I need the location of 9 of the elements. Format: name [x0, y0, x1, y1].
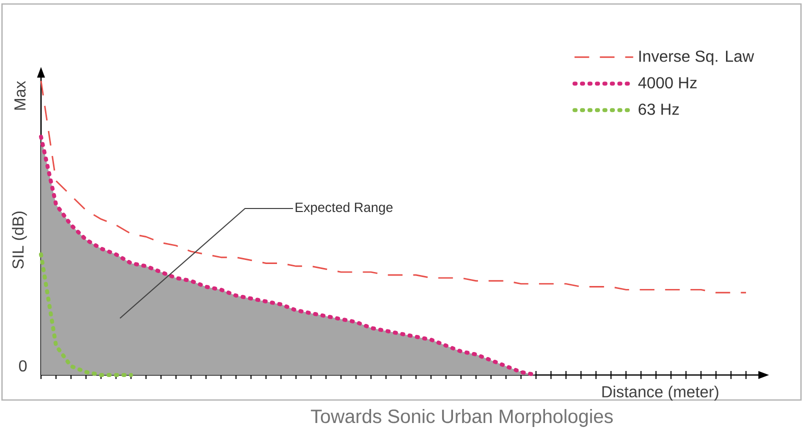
legend-label: 4000 Hz [638, 77, 697, 88]
legend-label: Inverse Sq. Law [639, 50, 754, 66]
annotation: Expected Range [296, 202, 393, 215]
text: Max [14, 80, 26, 110]
x-axis-title: Distance (meter) [602, 386, 718, 401]
y-axis-title: SIL (dB) [12, 212, 27, 269]
text: 0 [19, 360, 27, 372]
legend-label: 63 Hz [638, 104, 679, 115]
text: Towards Sonic Urban Morphologies [310, 409, 613, 427]
